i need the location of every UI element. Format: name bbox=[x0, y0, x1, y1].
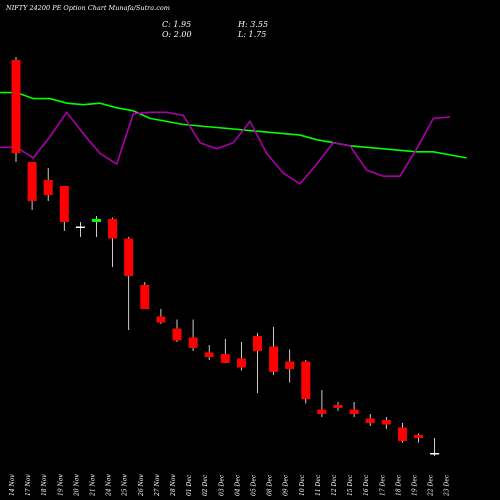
candle bbox=[414, 433, 423, 443]
candle-body bbox=[220, 354, 230, 363]
x-tick-label: 01 Dec bbox=[186, 474, 193, 496]
candle-body bbox=[269, 346, 279, 372]
candle bbox=[59, 186, 69, 231]
x-tick-label: 10 Dec bbox=[299, 474, 306, 496]
candle bbox=[430, 438, 440, 456]
candle-body bbox=[317, 409, 327, 414]
high-value: H: 3.55 bbox=[238, 20, 269, 29]
candle bbox=[140, 282, 150, 309]
low-value: L: 1.75 bbox=[238, 30, 267, 39]
x-tick-label: 15 Dec bbox=[347, 474, 354, 496]
x-tick-label: 05 Dec bbox=[251, 474, 258, 496]
candle bbox=[317, 390, 327, 417]
x-tick-label: 02 Dec bbox=[202, 474, 209, 496]
candle-body bbox=[236, 358, 246, 368]
candle-body bbox=[333, 405, 343, 408]
x-tick-label: 26 Nov bbox=[138, 474, 145, 497]
candle-body bbox=[43, 180, 53, 195]
candle bbox=[365, 414, 375, 426]
x-tick-label: 08 Dec bbox=[267, 474, 274, 496]
candle bbox=[285, 349, 295, 383]
candle bbox=[253, 333, 262, 393]
x-tick-label: 03 Dec bbox=[218, 474, 225, 496]
candle bbox=[27, 162, 37, 210]
candle-body bbox=[11, 60, 21, 153]
x-tick-label: 19 Nov bbox=[57, 474, 64, 496]
x-tick-label: 09 Dec bbox=[283, 474, 290, 496]
candle-body bbox=[349, 409, 359, 414]
x-tick-label: 23 Dec bbox=[444, 474, 451, 497]
candle-body bbox=[172, 328, 182, 341]
x-tick-label: 20 Nov bbox=[73, 474, 80, 497]
x-tick-label: 16 Dec bbox=[363, 474, 370, 496]
candle bbox=[333, 402, 343, 411]
candle-body bbox=[285, 361, 295, 369]
candle-body bbox=[124, 238, 134, 276]
candle-body bbox=[108, 219, 118, 239]
x-tick-label: 25 Nov bbox=[122, 474, 129, 497]
candle bbox=[220, 339, 230, 363]
candle-body bbox=[301, 361, 311, 399]
candle bbox=[43, 168, 53, 201]
candle-body bbox=[59, 186, 69, 222]
candle-body bbox=[253, 336, 262, 351]
candle-body bbox=[381, 420, 391, 425]
overlay-line-2 bbox=[0, 110, 451, 185]
candle-body bbox=[92, 219, 101, 222]
candle-body bbox=[430, 453, 440, 455]
x-tick-label: 24 Nov bbox=[106, 474, 113, 497]
candle bbox=[11, 57, 21, 162]
candle bbox=[381, 417, 391, 429]
x-tick-label: 19 Dec bbox=[412, 474, 419, 496]
candle bbox=[172, 319, 182, 342]
x-tick-label: 04 Dec bbox=[234, 474, 241, 496]
candle bbox=[156, 309, 166, 324]
x-tick-label: 18 Nov bbox=[41, 474, 48, 496]
x-tick-label: 17 Dec bbox=[379, 474, 386, 496]
x-axis-labels: 14 Nov 17 Nov 18 Nov 19 Nov 20 Nov 21 Nov 24 N… bbox=[9, 474, 451, 497]
candle bbox=[204, 345, 214, 360]
x-tick-label: 18 Dec bbox=[395, 474, 402, 496]
candle-body bbox=[414, 435, 423, 438]
chart-title: NIFTY 24200 PE Option Chart Munafa/Sutra… bbox=[6, 4, 170, 12]
candle-body bbox=[188, 337, 198, 348]
x-tick-label: 12 Dec bbox=[331, 474, 338, 496]
candle bbox=[124, 237, 134, 330]
candle-body bbox=[204, 352, 214, 357]
candle bbox=[236, 342, 246, 371]
x-tick-label: 14 Nov bbox=[9, 474, 16, 496]
candle bbox=[108, 217, 118, 267]
candle bbox=[301, 360, 311, 404]
x-tick-label: 11 Dec bbox=[315, 474, 322, 496]
candles bbox=[11, 57, 440, 456]
x-tick-label: 17 Nov bbox=[25, 474, 32, 496]
close-value: C: 1.95 bbox=[162, 20, 192, 29]
candle-body bbox=[75, 226, 85, 228]
overlay-line-1 bbox=[0, 91, 467, 159]
candle-body bbox=[365, 418, 375, 423]
candle-body bbox=[140, 285, 150, 309]
x-tick-label: 22 Dec bbox=[428, 474, 435, 497]
candle bbox=[92, 216, 101, 237]
candle-body bbox=[27, 162, 37, 201]
candle bbox=[397, 423, 407, 443]
candle bbox=[349, 402, 359, 417]
candle-body bbox=[156, 316, 166, 323]
candle bbox=[269, 327, 279, 375]
open-value: O: 2.00 bbox=[162, 30, 192, 39]
candle bbox=[188, 319, 198, 351]
candle-body bbox=[397, 427, 407, 441]
candle bbox=[75, 222, 85, 237]
x-tick-label: 28 Nov bbox=[170, 474, 177, 497]
overlay-lines bbox=[0, 91, 467, 185]
x-tick-label: 21 Nov bbox=[90, 474, 97, 497]
x-tick-label: 27 Nov bbox=[154, 474, 161, 497]
